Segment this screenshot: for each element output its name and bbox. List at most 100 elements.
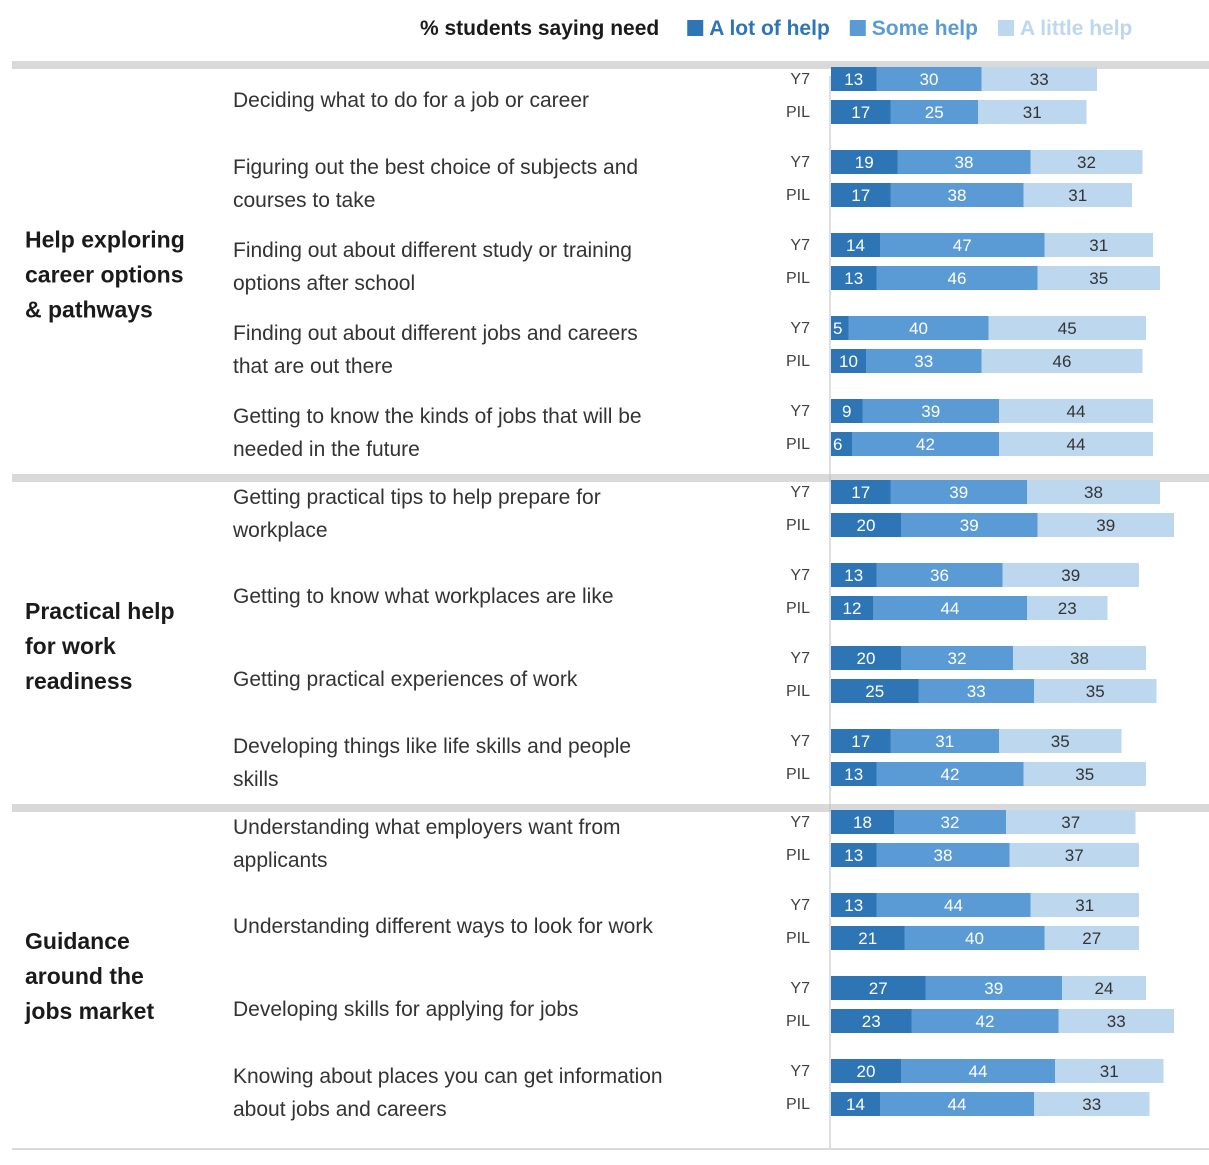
item-label: Developing skills for applying for jobs bbox=[233, 998, 579, 1021]
data-label: 32 bbox=[1077, 153, 1096, 172]
data-label: 31 bbox=[935, 732, 954, 751]
bar-segment bbox=[862, 399, 999, 423]
bar-segment bbox=[876, 843, 1010, 867]
bar-segment bbox=[890, 100, 978, 124]
data-label: 5 bbox=[833, 319, 842, 338]
data-label: 35 bbox=[1086, 682, 1105, 701]
data-label: 39 bbox=[949, 483, 968, 502]
data-label: 44 bbox=[969, 1062, 988, 1081]
wave-label: Y7 bbox=[790, 814, 810, 831]
data-label: 31 bbox=[1100, 1062, 1119, 1081]
group-label: around the bbox=[25, 963, 144, 989]
wave-label: Y7 bbox=[790, 237, 810, 254]
data-label: 38 bbox=[1070, 649, 1089, 668]
data-label: 33 bbox=[1030, 70, 1049, 89]
bar-segment bbox=[911, 1009, 1059, 1033]
item-label: Understanding different ways to look for… bbox=[233, 915, 653, 938]
bar-segment bbox=[901, 1059, 1055, 1083]
data-label: 38 bbox=[1084, 483, 1103, 502]
bar-segment bbox=[1013, 646, 1146, 670]
wave-label: PIL bbox=[786, 600, 810, 617]
item-label: Getting to know the kinds of jobs that w… bbox=[233, 405, 642, 428]
bar-segment bbox=[1044, 233, 1153, 257]
data-label: 20 bbox=[857, 516, 876, 535]
bar-segment bbox=[831, 646, 901, 670]
data-label: 38 bbox=[934, 846, 953, 865]
bar-segment bbox=[876, 893, 1031, 917]
bar-segment bbox=[894, 810, 1006, 834]
bar-segment bbox=[873, 596, 1027, 620]
data-label: 14 bbox=[846, 236, 865, 255]
data-label: 23 bbox=[862, 1012, 881, 1031]
data-label: 24 bbox=[1095, 979, 1114, 998]
bar-segment bbox=[1037, 513, 1174, 537]
data-label: 44 bbox=[941, 599, 960, 618]
data-label: 17 bbox=[851, 103, 870, 122]
data-label: 46 bbox=[1053, 352, 1072, 371]
bar-segment bbox=[831, 349, 866, 373]
data-label: 10 bbox=[839, 352, 858, 371]
data-label: 37 bbox=[1061, 813, 1080, 832]
data-label: 37 bbox=[1065, 846, 1084, 865]
group-label: career options bbox=[25, 262, 184, 288]
bar-segment bbox=[978, 100, 1087, 124]
wave-label: PIL bbox=[786, 187, 810, 204]
data-label: 23 bbox=[1058, 599, 1077, 618]
group-separator bbox=[12, 61, 1209, 69]
legend-swatch-3 bbox=[997, 20, 1014, 36]
bar-segment bbox=[831, 563, 877, 587]
data-label: 33 bbox=[1082, 1095, 1101, 1114]
bar-segment bbox=[876, 563, 1003, 587]
bar-segment bbox=[1055, 1059, 1164, 1083]
data-label: 38 bbox=[955, 153, 974, 172]
bar-segment bbox=[1027, 596, 1108, 620]
bar-segment bbox=[831, 316, 849, 340]
wave-label: PIL bbox=[786, 270, 810, 287]
data-label: 42 bbox=[976, 1012, 995, 1031]
item-label: that are out there bbox=[233, 355, 393, 378]
wave-label: Y7 bbox=[790, 980, 810, 997]
item-label: Figuring out the best choice of subjects… bbox=[233, 156, 638, 179]
data-label: 27 bbox=[869, 979, 888, 998]
bar-segment bbox=[904, 926, 1045, 950]
data-label: 35 bbox=[1051, 732, 1070, 751]
bar-segment bbox=[831, 893, 877, 917]
wave-label: Y7 bbox=[790, 567, 810, 584]
group-label: jobs market bbox=[24, 998, 154, 1024]
item-label: options after school bbox=[233, 272, 415, 295]
data-label: 45 bbox=[1058, 319, 1077, 338]
legend-swatch-1 bbox=[687, 20, 704, 36]
wave-label: Y7 bbox=[790, 403, 810, 420]
bar-segment bbox=[999, 729, 1122, 753]
bar-segment bbox=[876, 67, 982, 91]
data-label: 32 bbox=[948, 649, 967, 668]
bar-segment bbox=[981, 67, 1097, 91]
bar-segment bbox=[1034, 1092, 1150, 1116]
data-label: 19 bbox=[855, 153, 874, 172]
bar-segment bbox=[852, 432, 999, 456]
data-label: 13 bbox=[844, 269, 863, 288]
bar-segment bbox=[876, 762, 1024, 786]
bar-segment bbox=[831, 1059, 901, 1083]
data-label: 13 bbox=[844, 765, 863, 784]
data-label: 44 bbox=[1067, 402, 1086, 421]
item-label: Developing things like life skills and p… bbox=[233, 735, 631, 758]
bar-segment bbox=[831, 480, 891, 504]
data-label: 35 bbox=[1089, 269, 1108, 288]
bar-segment bbox=[831, 1009, 912, 1033]
data-label: 20 bbox=[857, 1062, 876, 1081]
bar-segment bbox=[831, 432, 852, 456]
bar-segment bbox=[831, 150, 898, 174]
data-label: 39 bbox=[960, 516, 979, 535]
bar-segment bbox=[897, 150, 1031, 174]
bar-segment bbox=[831, 100, 891, 124]
bar-segment bbox=[999, 399, 1153, 423]
data-label: 39 bbox=[1061, 566, 1080, 585]
wave-label: PIL bbox=[786, 1096, 810, 1113]
data-label: 39 bbox=[1096, 516, 1115, 535]
bar-segment bbox=[981, 349, 1143, 373]
item-label: Getting practical tips to help prepare f… bbox=[233, 486, 601, 509]
group-separator bbox=[12, 474, 1209, 482]
item-label: Finding out about different study or tra… bbox=[233, 239, 632, 262]
bar-segment bbox=[1006, 810, 1136, 834]
